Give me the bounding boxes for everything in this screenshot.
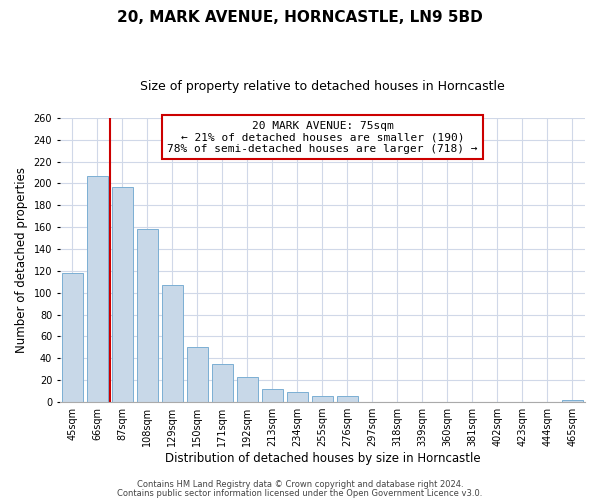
Bar <box>337 396 358 402</box>
Bar <box>262 389 283 402</box>
Bar <box>562 400 583 402</box>
Bar <box>87 176 108 402</box>
Bar <box>312 396 333 402</box>
Bar <box>112 186 133 402</box>
Bar <box>62 273 83 402</box>
Bar <box>137 230 158 402</box>
Bar <box>187 348 208 402</box>
Text: 20, MARK AVENUE, HORNCASTLE, LN9 5BD: 20, MARK AVENUE, HORNCASTLE, LN9 5BD <box>117 10 483 25</box>
Text: 20 MARK AVENUE: 75sqm
← 21% of detached houses are smaller (190)
78% of semi-det: 20 MARK AVENUE: 75sqm ← 21% of detached … <box>167 120 478 154</box>
Bar <box>287 392 308 402</box>
Title: Size of property relative to detached houses in Horncastle: Size of property relative to detached ho… <box>140 80 505 93</box>
Text: Contains public sector information licensed under the Open Government Licence v3: Contains public sector information licen… <box>118 488 482 498</box>
Y-axis label: Number of detached properties: Number of detached properties <box>15 167 28 353</box>
Bar <box>212 364 233 402</box>
Bar <box>237 377 258 402</box>
Text: Contains HM Land Registry data © Crown copyright and database right 2024.: Contains HM Land Registry data © Crown c… <box>137 480 463 489</box>
Bar <box>162 285 183 402</box>
X-axis label: Distribution of detached houses by size in Horncastle: Distribution of detached houses by size … <box>164 452 480 465</box>
